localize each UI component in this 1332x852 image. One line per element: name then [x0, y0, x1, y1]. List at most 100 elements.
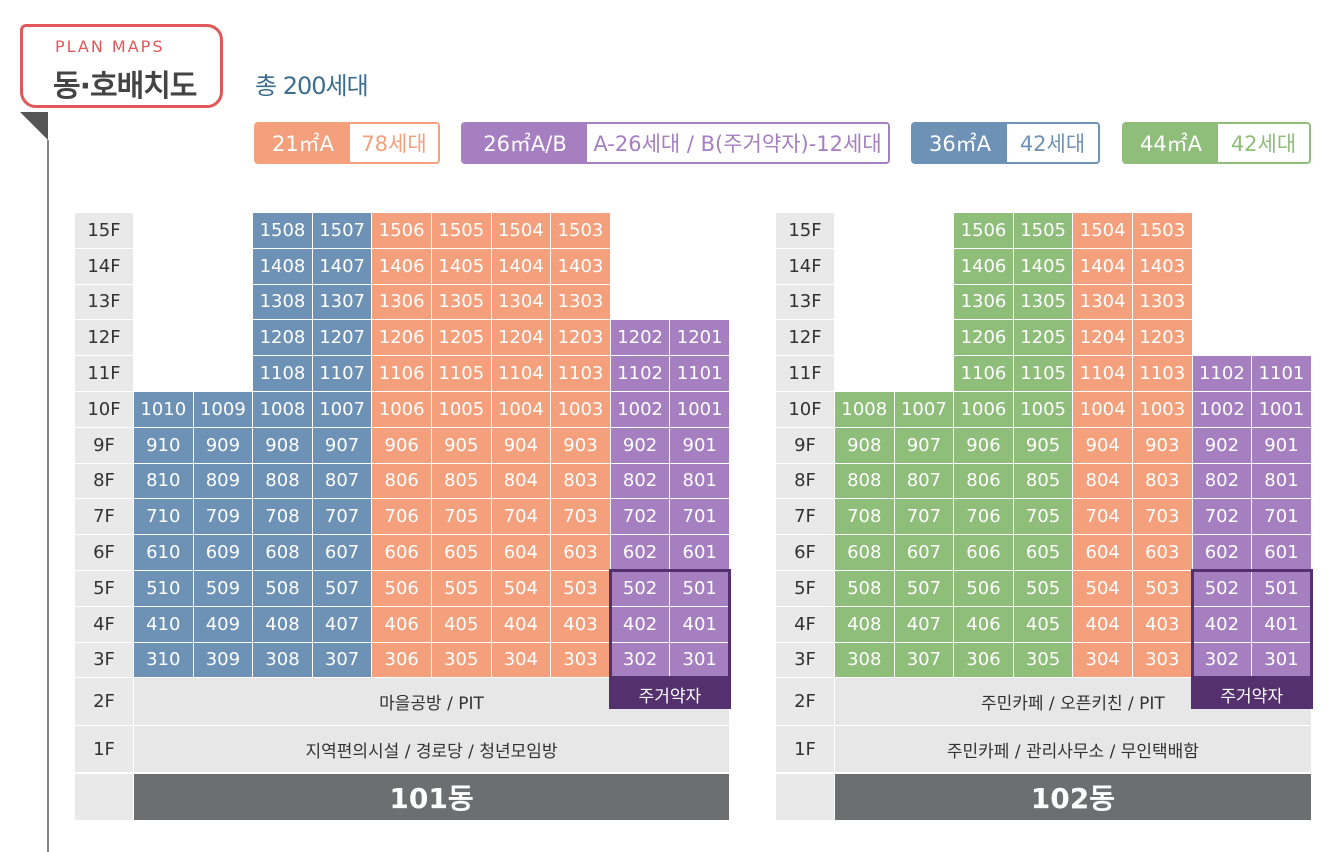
- unit-cell: 502: [610, 571, 670, 606]
- legend-count: 42세대: [1218, 124, 1309, 162]
- unit-cell: 1009: [193, 392, 253, 427]
- unit-cell: 604: [1073, 535, 1132, 570]
- unit-cell: 605: [1013, 535, 1073, 570]
- unit-cell: 804: [1073, 463, 1132, 499]
- unit-cell: 1102: [610, 356, 670, 391]
- unit-cell: 305: [1013, 642, 1073, 678]
- unit-cell: 407: [894, 606, 954, 642]
- unit-cell: 608: [835, 535, 894, 570]
- unit-cell: 406: [372, 606, 431, 642]
- floor-label: 1F: [776, 726, 834, 773]
- floor-label: 15F: [75, 213, 133, 248]
- unit-cell: 1203: [551, 320, 610, 356]
- floor-label: 14F: [776, 248, 834, 284]
- unit-cell: 1001: [1252, 392, 1311, 427]
- floor-label: 5F: [75, 571, 133, 606]
- building-name: 101동: [134, 774, 729, 821]
- floor-label: 3F: [75, 642, 133, 678]
- unit-cell: 704: [1073, 499, 1132, 535]
- unit-cell: 1002: [1192, 392, 1252, 427]
- unit-cell: 708: [253, 499, 312, 535]
- unit-cell: 1201: [670, 320, 729, 356]
- floor-label: 12F: [776, 320, 834, 356]
- unit-cell: 1305: [1013, 284, 1073, 320]
- unit-cell: 603: [551, 535, 610, 570]
- floor-label: 12F: [75, 320, 133, 356]
- unit-cell: 401: [1252, 606, 1311, 642]
- floor-label: 14F: [75, 248, 133, 284]
- unit-cell: 1404: [1073, 248, 1132, 284]
- floor-label: 7F: [75, 499, 133, 535]
- building-name: 102동: [835, 774, 1311, 821]
- unit-cell: 604: [491, 535, 551, 570]
- unit-cell: 402: [610, 606, 670, 642]
- unit-cell: 605: [432, 535, 491, 570]
- unit-cell: 904: [491, 427, 551, 463]
- floor-label: 7F: [776, 499, 834, 535]
- unit-cell: 1506: [954, 213, 1013, 248]
- unit-cell: 403: [1133, 606, 1192, 642]
- unit-cell: 802: [610, 463, 670, 499]
- page-title: 동·호배치도: [53, 69, 197, 104]
- legend-26ab: 26㎡A/B A-26세대 / B(주거약자)-12세대: [461, 122, 890, 164]
- unit-cell: 609: [193, 535, 253, 570]
- unit-cell: 606: [372, 535, 431, 570]
- unit-cell: 1103: [551, 356, 610, 391]
- unit-cell: 505: [1013, 571, 1073, 606]
- unit-cell: 305: [432, 642, 491, 678]
- unit-cell: 1504: [491, 213, 551, 248]
- unit-cell: 1005: [432, 392, 491, 427]
- unit-cell: 1407: [312, 248, 372, 284]
- unit-cell: 301: [1252, 642, 1311, 678]
- unit-cell: 905: [1013, 427, 1073, 463]
- unit-cell: 401: [670, 606, 729, 642]
- unit-cell: 1102: [1192, 356, 1252, 391]
- floor-label: 6F: [75, 535, 133, 570]
- unit-cell: 701: [670, 499, 729, 535]
- unit-cell: 705: [1013, 499, 1073, 535]
- unit-cell: 910: [134, 427, 193, 463]
- unit-cell: 307: [894, 642, 954, 678]
- floor-1-facility: 주민카페 / 관리사무소 / 무인택배함: [835, 726, 1311, 773]
- floor-label: 9F: [776, 427, 834, 463]
- unit-cell: 702: [1192, 499, 1252, 535]
- unit-cell: 504: [1073, 571, 1132, 606]
- unit-cell: 703: [551, 499, 610, 535]
- unit-cell: 1306: [954, 284, 1013, 320]
- unit-cell: 1006: [954, 392, 1013, 427]
- unit-cell: 1003: [551, 392, 610, 427]
- unit-cell: 1004: [491, 392, 551, 427]
- unit-cell: 1508: [253, 213, 312, 248]
- divider-line: [47, 140, 49, 852]
- unit-cell: 409: [193, 606, 253, 642]
- unit-cell: 708: [835, 499, 894, 535]
- unit-cell: 1303: [1133, 284, 1192, 320]
- unit-cell: 504: [491, 571, 551, 606]
- unit-cell: 1304: [1073, 284, 1132, 320]
- legend-21a: 21㎡A 78세대: [254, 122, 440, 164]
- accessible-label: 주거약자: [608, 679, 731, 710]
- legend-count: A-26세대 / B(주거약자)-12세대: [587, 124, 888, 162]
- unit-cell: 1304: [491, 284, 551, 320]
- unit-cell: 706: [372, 499, 431, 535]
- unit-cell: 308: [253, 642, 312, 678]
- unit-cell: 505: [432, 571, 491, 606]
- unit-cell: 1207: [312, 320, 372, 356]
- unit-cell: 906: [372, 427, 431, 463]
- total-units: 총 200세대: [255, 72, 369, 100]
- unit-cell: 307: [312, 642, 372, 678]
- unit-cell: 901: [670, 427, 729, 463]
- floor-label-empty: [776, 774, 834, 821]
- unit-cell: 908: [253, 427, 312, 463]
- floor-1-facility: 지역편의시설 / 경로당 / 청년모임방: [134, 726, 729, 773]
- floor-label: 10F: [776, 392, 834, 427]
- unit-cell: 603: [1133, 535, 1192, 570]
- legend-36a: 36㎡A 42세대: [911, 122, 1100, 164]
- unit-cell: 501: [670, 571, 729, 606]
- unit-cell: 807: [312, 463, 372, 499]
- unit-cell: 403: [551, 606, 610, 642]
- legend-type: 21㎡A: [256, 124, 350, 162]
- unit-cell: 1504: [1073, 213, 1132, 248]
- unit-cell: 506: [372, 571, 431, 606]
- unit-cell: 907: [312, 427, 372, 463]
